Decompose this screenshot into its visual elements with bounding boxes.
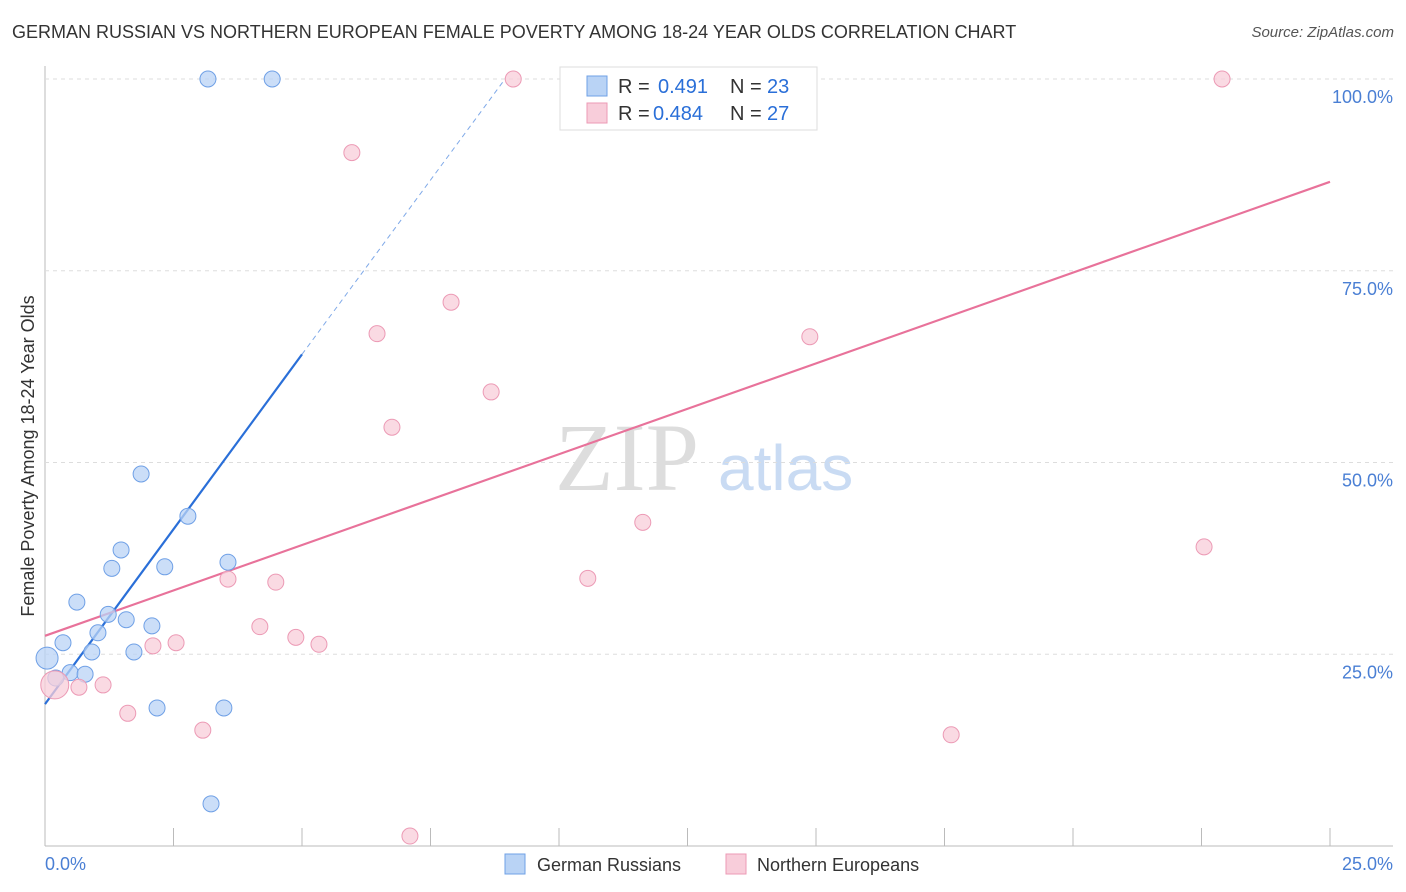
bottom-legend-german-russians: German Russians xyxy=(537,855,681,875)
bottom-legend-swatch-german-russians xyxy=(504,853,526,875)
data-point xyxy=(482,383,500,401)
data-point xyxy=(103,559,121,577)
data-point xyxy=(179,507,197,525)
data-point xyxy=(35,646,59,670)
trend-line-extension xyxy=(301,78,506,355)
bottom-legend-swatch-northern-europeans xyxy=(725,853,747,875)
legend: R = 0.491 N = 23 R = 0.484 N = 27 xyxy=(559,66,818,131)
data-point xyxy=(167,634,185,652)
data-point xyxy=(117,611,135,629)
data-point xyxy=(267,573,285,591)
data-point xyxy=(368,325,386,343)
data-point xyxy=(89,624,107,642)
data-point xyxy=(125,643,143,661)
data-point xyxy=(143,617,161,635)
data-point xyxy=(132,465,150,483)
y-axis-label: Female Poverty Among 18-24 Year Olds xyxy=(18,295,38,616)
data-point xyxy=(287,628,305,646)
chart-title: GERMAN RUSSIAN VS NORTHERN EUROPEAN FEMA… xyxy=(12,22,1017,42)
y-tick-label: 100.0% xyxy=(1332,87,1393,107)
data-point xyxy=(219,553,237,571)
y-tick-label: 75.0% xyxy=(1342,279,1393,299)
data-point xyxy=(251,618,269,636)
legend-swatch-northern-europeans xyxy=(586,102,608,124)
data-point xyxy=(119,704,137,722)
data-point xyxy=(442,293,460,311)
y-tick-label: 50.0% xyxy=(1342,471,1393,491)
bottom-legend: German Russians Northern Europeans xyxy=(504,853,919,875)
data-point xyxy=(202,795,220,813)
legend-swatch-german-russians xyxy=(586,75,608,97)
data-point xyxy=(1213,70,1231,88)
data-point xyxy=(68,593,86,611)
data-point xyxy=(401,827,419,845)
data-point xyxy=(40,670,70,700)
data-point xyxy=(504,70,522,88)
data-point xyxy=(83,643,101,661)
legend-n-value: 23 xyxy=(767,76,789,98)
data-point xyxy=(263,70,281,88)
legend-r-value: 0.491 xyxy=(658,76,708,98)
data-point xyxy=(1195,538,1213,556)
data-point xyxy=(148,699,166,717)
trend-line xyxy=(44,180,1331,637)
legend-n-label: N = xyxy=(730,76,762,98)
data-point xyxy=(801,328,819,346)
data-point xyxy=(310,635,328,653)
data-point xyxy=(579,569,597,587)
legend-n-label: N = xyxy=(730,103,762,125)
data-point xyxy=(634,513,652,531)
data-point xyxy=(343,144,361,162)
y-tick-label: 25.0% xyxy=(1342,662,1393,682)
data-point xyxy=(99,605,117,623)
data-point xyxy=(219,570,237,588)
legend-r-value: 0.484 xyxy=(653,103,703,125)
legend-r-label: R = xyxy=(618,103,650,125)
data-point xyxy=(156,558,174,576)
data-point xyxy=(942,726,960,744)
data-point xyxy=(70,678,88,696)
source-label: Source: ZipAtlas.com xyxy=(1251,24,1394,41)
data-point xyxy=(94,676,112,694)
legend-n-value: 27 xyxy=(767,103,789,125)
x-tick-0: 0.0% xyxy=(45,854,86,874)
watermark-zip: ZIP xyxy=(555,404,699,511)
legend-r-label: R = xyxy=(618,76,650,98)
watermark-atlas: atlas xyxy=(718,432,853,504)
data-point xyxy=(112,541,130,559)
x-tick-25: 25.0% xyxy=(1342,854,1393,874)
data-point xyxy=(194,721,212,739)
data-point xyxy=(215,699,233,717)
data-point xyxy=(199,70,217,88)
bottom-legend-northern-europeans: Northern Europeans xyxy=(757,855,919,875)
data-point xyxy=(54,634,72,652)
data-point xyxy=(144,637,162,655)
data-point xyxy=(383,418,401,436)
